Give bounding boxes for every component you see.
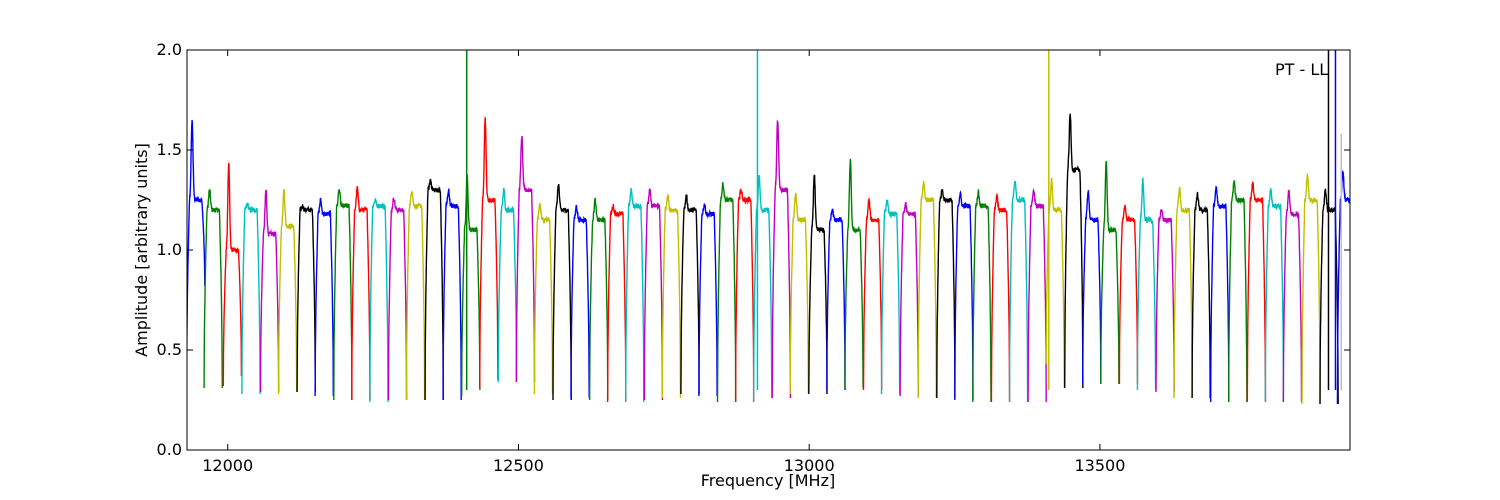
y-tick-label: 2.0	[157, 40, 182, 59]
x-axis-label: Frequency [MHz]	[701, 471, 835, 490]
channel-trace-32	[771, 119, 792, 399]
channel-trace-61	[1301, 173, 1321, 405]
channel-trace-52	[1136, 177, 1157, 391]
channel-trace-22	[588, 197, 609, 401]
channel-trace-2	[222, 162, 243, 387]
channel-trace-36	[844, 158, 864, 389]
y-axis-label: Amplitude [arbitrary units]	[132, 143, 151, 357]
y-tick-label: 1.5	[157, 140, 182, 159]
channel-trace-15	[461, 174, 481, 397]
channel-trace-20	[552, 183, 572, 401]
channel-trace-7	[314, 197, 334, 397]
channel-trace-59	[1264, 188, 1285, 403]
channel-trace-33	[789, 192, 810, 395]
channel-trace-49	[1081, 190, 1102, 385]
channel-trace-18	[515, 135, 536, 383]
channel-trace-6	[296, 204, 316, 393]
channel-trace-12	[405, 190, 426, 401]
channel-trace-24	[625, 188, 645, 403]
channel-trace-19	[533, 202, 554, 395]
channel-trace-28	[698, 203, 718, 397]
channel-trace-17	[497, 187, 518, 383]
channel-trace-10	[369, 198, 389, 403]
channel-trace-13	[424, 178, 444, 401]
channel-trace-43	[972, 188, 992, 403]
channel-trace-31	[752, 174, 773, 403]
channel-trace-50	[1100, 161, 1120, 385]
channel-trace-16	[479, 117, 499, 389]
channel-trace-26	[661, 194, 682, 399]
channel-trace-27	[680, 194, 700, 395]
x-tick-label: 13500	[1075, 456, 1126, 475]
y-axis-ticks: 0.0 0.5 1.0 1.5 2.0	[157, 40, 1350, 459]
channel-trace-29	[716, 182, 737, 403]
channel-trace-35	[826, 208, 846, 391]
channel-trace-1	[203, 189, 223, 389]
x-axis-ticks: 12000 12500 13000 13500	[202, 50, 1125, 475]
y-tick-label: 1.0	[157, 240, 182, 259]
channel-trace-51	[1118, 204, 1139, 385]
channel-trace-46	[1027, 187, 1047, 403]
channel-traces	[187, 113, 1350, 405]
channel-trace-44	[990, 193, 1011, 403]
channel-trace-8	[333, 189, 353, 401]
channel-trace-37	[862, 197, 883, 391]
channel-trace-30	[734, 188, 755, 403]
channel-trace-39	[899, 201, 919, 397]
channel-trace-41	[936, 189, 956, 399]
channel-trace-40	[917, 180, 937, 399]
y-tick-label: 0.5	[157, 340, 182, 359]
channel-trace-25	[643, 188, 664, 401]
channel-trace-9	[351, 185, 371, 401]
channel-trace-38	[880, 199, 901, 395]
channel-trace-34	[808, 174, 828, 395]
channel-trace-54	[1173, 186, 1193, 399]
channel-trace-3	[241, 202, 261, 395]
channel-trace-21	[570, 204, 590, 399]
channel-trace-57	[1227, 180, 1248, 403]
channel-trace-0	[187, 120, 206, 385]
channel-trace-14	[442, 188, 462, 401]
channel-trace-11	[387, 197, 408, 401]
channel-trace-58	[1246, 181, 1267, 403]
channel-trace-23	[606, 204, 627, 403]
channel-trace-56	[1209, 185, 1230, 403]
rfi-spikes	[465, 50, 1343, 390]
x-tick-label: 13000	[784, 456, 835, 475]
channel-trace-63	[1336, 169, 1350, 405]
chart-annotation: PT - LL	[1275, 60, 1328, 79]
x-tick-label: 12500	[493, 456, 544, 475]
channel-trace-48	[1063, 113, 1084, 389]
channel-trace-4	[259, 189, 280, 393]
channel-trace-53	[1155, 209, 1175, 393]
channel-trace-45	[1008, 180, 1029, 403]
channel-trace-55	[1191, 191, 1211, 399]
channel-trace-60	[1282, 189, 1303, 403]
x-tick-label: 12000	[202, 456, 253, 475]
channel-trace-5	[277, 188, 298, 395]
y-tick-label: 0.0	[157, 440, 182, 459]
channel-trace-42	[954, 190, 974, 401]
